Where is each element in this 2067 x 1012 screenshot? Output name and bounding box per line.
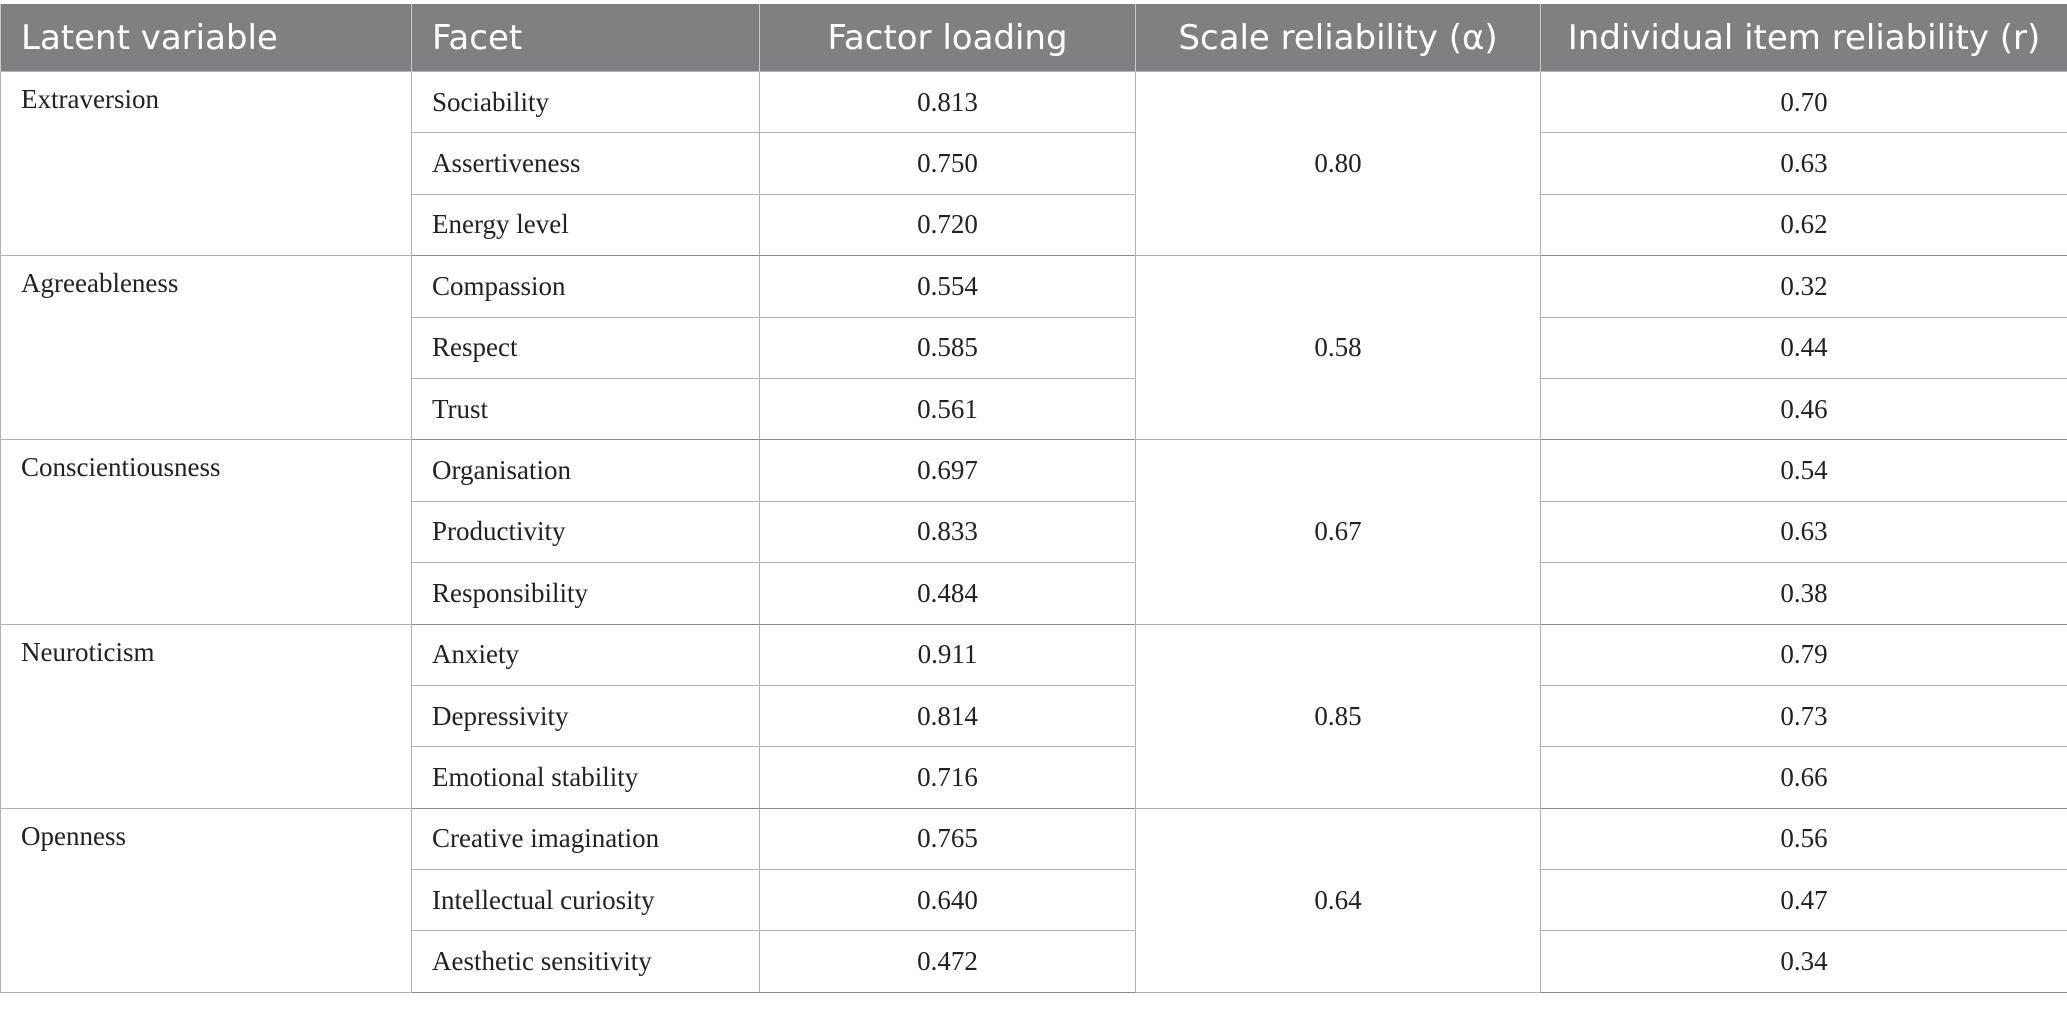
scale-reliability-cell: 0.67 bbox=[1135, 439, 1541, 625]
facet-cell: Assertiveness bbox=[411, 132, 760, 195]
table-row: Aesthetic sensitivity 0.472 0.34 bbox=[1, 930, 2067, 993]
facet-cell: Trust bbox=[411, 377, 760, 441]
facet-cell: Emotional stability bbox=[411, 746, 760, 809]
factor-loading-cell: 0.484 bbox=[759, 562, 1136, 625]
latent-variable-cell: Neuroticism bbox=[0, 623, 412, 809]
item-reliability-cell: 0.38 bbox=[1540, 562, 2067, 625]
table-row: Openness Creative imagination 0.765 0.64 0.5… bbox=[0, 807, 2067, 993]
facet-cell: Depressivity bbox=[411, 684, 760, 748]
scale-reliability-cell: 0.58 bbox=[1135, 255, 1541, 441]
header-item-reliability: Individual item reliability (r) bbox=[1540, 4, 2067, 72]
scale-reliability-cell: 0.80 bbox=[1135, 70, 1541, 257]
facet-cell: Intellectual curiosity bbox=[411, 869, 760, 932]
table-row: Conscientiousness Organisation 0.697 0.67 0.… bbox=[0, 439, 2067, 625]
item-reliability-cell: 0.34 bbox=[1540, 930, 2067, 993]
table-body: Extraversion Sociability 0.813 0.80 0.70 Asse… bbox=[0, 70, 2067, 993]
table-row: Depressivity 0.814 0.73 bbox=[1, 684, 2067, 748]
table-row: Assertiveness 0.750 0.63 bbox=[1, 132, 2067, 195]
facet-cell: Compassion bbox=[411, 255, 760, 318]
factor-loading-cell: 0.640 bbox=[759, 869, 1136, 932]
item-reliability-cell: 0.44 bbox=[1540, 316, 2067, 379]
table-row: Productivity 0.833 0.63 bbox=[1, 500, 2067, 564]
facet-cell: Creative imagination bbox=[411, 807, 760, 871]
table-row: Extraversion Sociability 0.813 0.80 0.70 bbox=[0, 70, 2067, 257]
factor-loading-cell: 0.472 bbox=[759, 930, 1136, 993]
latent-variable-cell: Openness bbox=[0, 807, 412, 993]
table-row: Neuroticism Anxiety 0.911 0.85 0.79 bbox=[0, 623, 2067, 809]
facet-cell: Sociability bbox=[411, 70, 760, 134]
table-row: Agreeableness Compassion 0.554 0.58 0.32 bbox=[0, 255, 2067, 441]
reliability-table: Latent variable Facet Factor loading Sca… bbox=[0, 4, 2067, 993]
item-reliability-cell: 0.70 bbox=[1540, 70, 2067, 134]
factor-loading-cell: 0.585 bbox=[759, 316, 1136, 379]
factor-loading-cell: 0.697 bbox=[759, 439, 1136, 502]
factor-loading-cell: 0.833 bbox=[759, 500, 1136, 564]
item-reliability-cell: 0.63 bbox=[1540, 500, 2067, 564]
item-reliability-cell: 0.46 bbox=[1540, 377, 2067, 441]
facet-cell: Productivity bbox=[411, 500, 760, 564]
factor-loading-cell: 0.814 bbox=[759, 684, 1136, 748]
reliability-table-container: Latent variable Facet Factor loading Sca… bbox=[0, 4, 2067, 993]
header-row: Latent variable Facet Factor loading Sca… bbox=[0, 4, 2067, 72]
item-reliability-cell: 0.32 bbox=[1540, 255, 2067, 318]
item-reliability-cell: 0.63 bbox=[1540, 132, 2067, 195]
item-reliability-cell: 0.73 bbox=[1540, 684, 2067, 748]
facet-cell: Respect bbox=[411, 316, 760, 379]
factor-loading-cell: 0.911 bbox=[759, 623, 1136, 686]
facet-cell: Aesthetic sensitivity bbox=[411, 930, 760, 993]
scale-reliability-cell: 0.64 bbox=[1135, 807, 1541, 993]
item-reliability-cell: 0.56 bbox=[1540, 807, 2067, 871]
latent-variable-cell: Agreeableness bbox=[0, 255, 412, 441]
table-row: Emotional stability 0.716 0.66 bbox=[1, 746, 2067, 809]
item-reliability-cell: 0.66 bbox=[1540, 746, 2067, 809]
factor-loading-cell: 0.813 bbox=[759, 70, 1136, 134]
item-reliability-cell: 0.54 bbox=[1540, 439, 2067, 502]
header-latent-variable: Latent variable bbox=[0, 4, 412, 72]
header-facet: Facet bbox=[411, 4, 760, 72]
scale-reliability-cell: 0.85 bbox=[1135, 623, 1541, 809]
factor-loading-cell: 0.554 bbox=[759, 255, 1136, 318]
table-row: Intellectual curiosity 0.640 0.47 bbox=[1, 869, 2067, 932]
header-factor-loading: Factor loading bbox=[759, 4, 1136, 72]
latent-variable-cell: Extraversion bbox=[0, 70, 412, 257]
factor-loading-cell: 0.561 bbox=[759, 377, 1136, 441]
factor-loading-cell: 0.750 bbox=[759, 132, 1136, 195]
table-row: Responsibility 0.484 0.38 bbox=[1, 562, 2067, 625]
facet-cell: Organisation bbox=[411, 439, 760, 502]
header-scale-reliability: Scale reliability (α) bbox=[1135, 4, 1541, 72]
table-header: Latent variable Facet Factor loading Sca… bbox=[0, 4, 2067, 72]
facet-cell: Anxiety bbox=[411, 623, 760, 686]
table-row: Trust 0.561 0.46 bbox=[1, 377, 2067, 441]
facet-cell: Energy level bbox=[411, 193, 760, 257]
latent-variable-cell: Conscientiousness bbox=[0, 439, 412, 625]
factor-loading-cell: 0.716 bbox=[759, 746, 1136, 809]
item-reliability-cell: 0.62 bbox=[1540, 193, 2067, 257]
facet-cell: Responsibility bbox=[411, 562, 760, 625]
item-reliability-cell: 0.79 bbox=[1540, 623, 2067, 686]
factor-loading-cell: 0.765 bbox=[759, 807, 1136, 871]
item-reliability-cell: 0.47 bbox=[1540, 869, 2067, 932]
factor-loading-cell: 0.720 bbox=[759, 193, 1136, 257]
